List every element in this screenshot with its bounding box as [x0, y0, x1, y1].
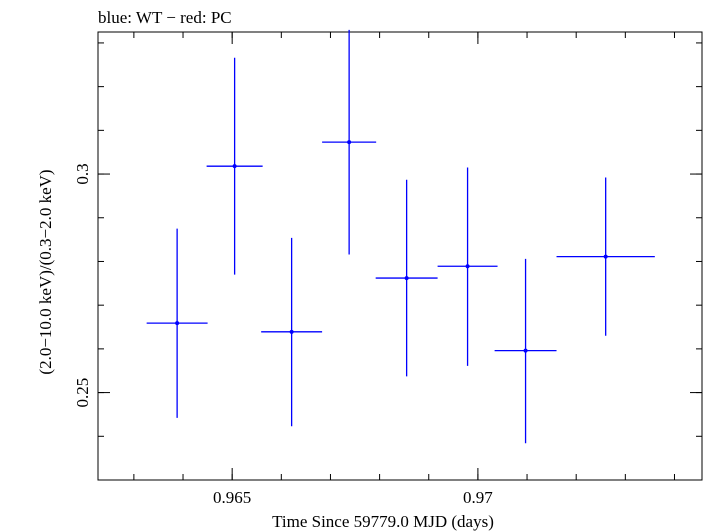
data-marker [289, 329, 294, 334]
x-axis-label: Time Since 59779.0 MJD (days) [272, 512, 494, 531]
data-marker [404, 276, 409, 281]
data-marker [347, 140, 352, 145]
data-point [146, 228, 208, 418]
data-marker [465, 264, 470, 269]
major-ticks [98, 32, 702, 480]
tick-labels: 0.965 0.97 0.25 0.3 [73, 163, 493, 507]
y-tick-label: 0.3 [73, 163, 92, 184]
plot-frame [97, 31, 703, 481]
data-point [494, 258, 557, 444]
data-point [206, 57, 263, 275]
chart-title: blue: WT − red: PC [98, 8, 232, 27]
minor-ticks [98, 32, 702, 481]
data-point [375, 179, 438, 377]
data-point [437, 167, 498, 366]
data-marker [523, 348, 528, 353]
data-point [556, 177, 655, 336]
y-tick-label: 0.25 [73, 378, 92, 408]
data-marker [175, 321, 180, 326]
data-marker [603, 254, 608, 259]
data-point [261, 237, 323, 427]
data-series [146, 29, 655, 444]
data-marker [232, 164, 237, 169]
x-tick-label: 0.97 [463, 488, 493, 507]
x-tick-label: 0.965 [213, 488, 251, 507]
y-axis-label: (2.0−10.0 keV)/(0.3−2.0 keV) [36, 169, 55, 374]
data-point [322, 29, 377, 255]
